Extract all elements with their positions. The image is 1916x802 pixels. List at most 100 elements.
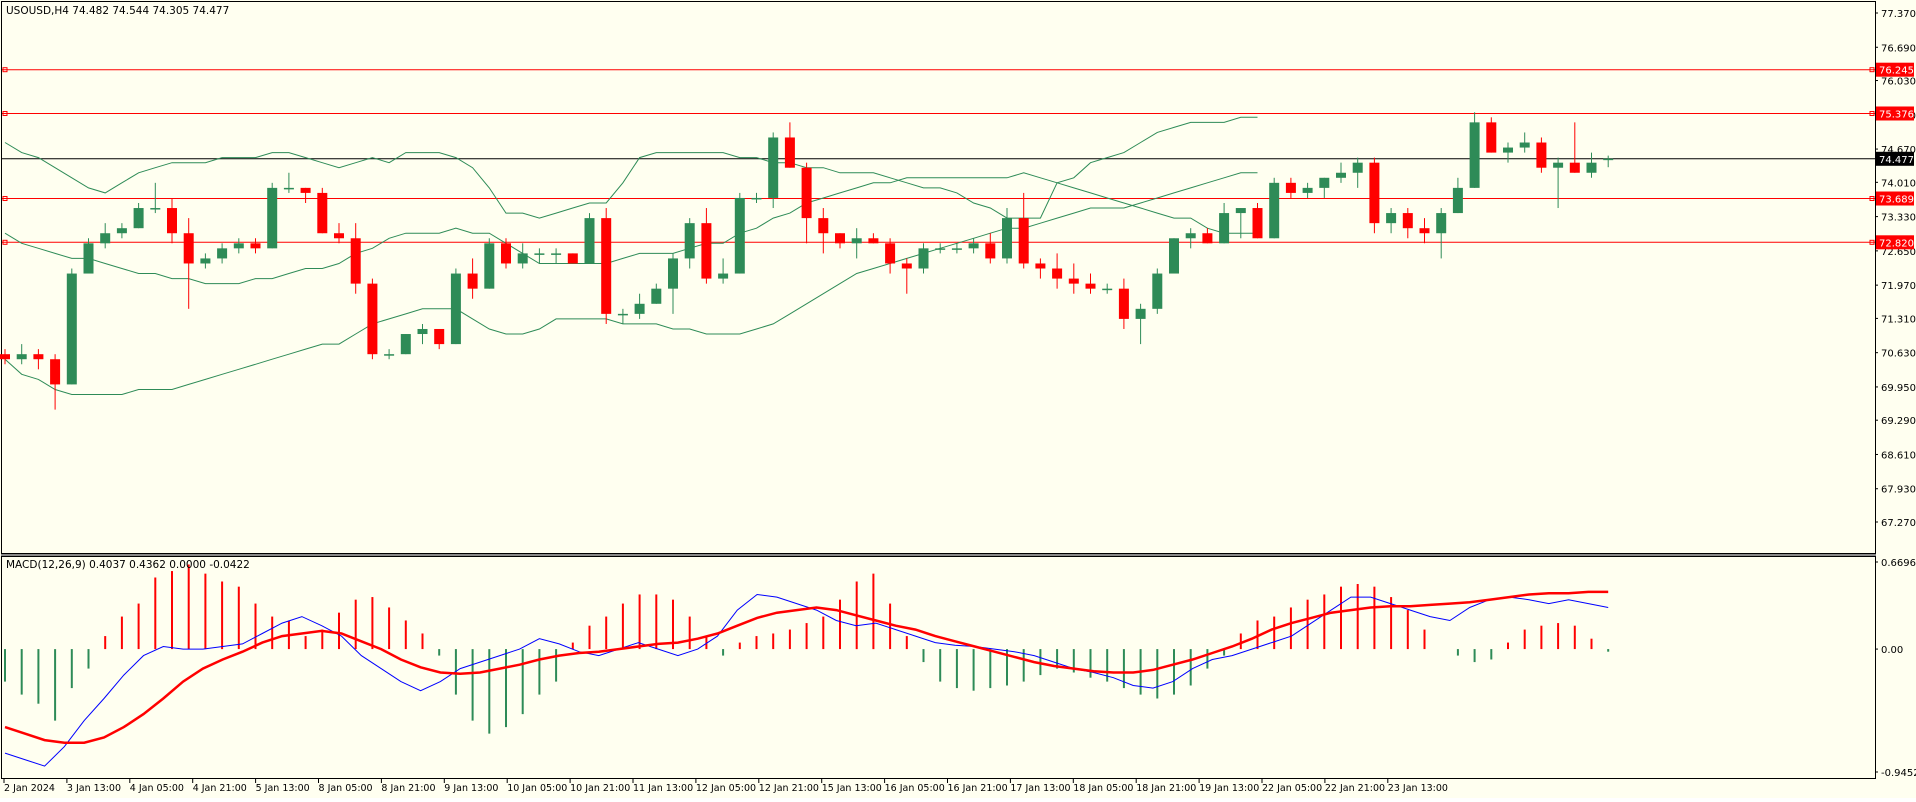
x-tick-label: 22 Jan 21:00 [1325, 783, 1385, 794]
level-left-marker [2, 110, 8, 116]
candle-body [651, 288, 662, 304]
candle-body [1436, 213, 1447, 234]
candle-body [1185, 233, 1196, 239]
x-tick-label: 4 Jan 21:00 [193, 783, 247, 794]
candle-body [768, 137, 779, 198]
x-tick-label: 8 Jan 05:00 [319, 783, 373, 794]
candle-body [584, 218, 595, 264]
level-right-marker [1869, 67, 1875, 73]
current-price-tag [1876, 151, 1914, 166]
level-price-tag [1876, 191, 1914, 206]
candle-body [484, 243, 495, 289]
level-left-marker [2, 196, 8, 202]
y-tick-label: 71.970 [1881, 281, 1916, 292]
candle-body [1018, 218, 1029, 264]
candle-body [718, 273, 729, 279]
x-tick-label: 15 Jan 13:00 [822, 783, 882, 794]
candle-body [1002, 218, 1012, 259]
candle-body [1369, 162, 1380, 224]
candle-body [116, 228, 127, 234]
candle-body [83, 243, 94, 274]
candle-body [868, 238, 879, 244]
candle-body [317, 192, 328, 234]
candle-body [601, 218, 612, 314]
candle-body [200, 258, 211, 264]
candle-body [1285, 182, 1296, 193]
y-tick-label: 73.330 [1881, 213, 1916, 224]
x-tick-label: 18 Jan 21:00 [1136, 783, 1196, 794]
candle-body [300, 187, 311, 193]
candle-body [1302, 187, 1313, 193]
level-price-label: 75.376 [1879, 109, 1914, 120]
x-tick-label: 12 Jan 21:00 [759, 783, 819, 794]
candle-body [1135, 308, 1146, 319]
candle-body [734, 197, 745, 274]
candle-body [551, 253, 562, 255]
candle-body [668, 258, 678, 289]
candle-body [467, 273, 478, 289]
candle-body [784, 137, 795, 168]
candle-body [1452, 187, 1463, 214]
x-tick-label: 12 Jan 05:00 [696, 783, 756, 794]
candle-body [1035, 263, 1046, 269]
candle-body [567, 253, 578, 264]
candle-body [0, 354, 10, 360]
candle-body [1503, 147, 1513, 153]
y-tick-label: 68.610 [1881, 450, 1916, 461]
y-tick-label: 69.290 [1881, 416, 1916, 427]
candle-body [1519, 142, 1530, 148]
macd-y-tick-label: -0.9452 [1881, 768, 1916, 779]
candle-body [450, 273, 461, 345]
x-tick-label: 18 Jan 05:00 [1073, 783, 1133, 794]
candle-body [1553, 162, 1564, 168]
macd-header: MACD(12,26,9) 0.4037 0.4362 0.0000 -0.04… [6, 559, 250, 571]
x-tick-label: 2 Jan 2024 [4, 783, 55, 794]
candle-body [801, 167, 812, 219]
candle-body [1118, 288, 1129, 319]
y-tick-label: 67.270 [1881, 518, 1916, 529]
candle-body [617, 313, 628, 316]
candle-body [1252, 208, 1263, 239]
candle-body [133, 208, 144, 229]
x-tick-label: 9 Jan 13:00 [444, 783, 498, 794]
level-left-marker [2, 67, 8, 73]
candle-body [334, 233, 344, 239]
candle-body [350, 238, 361, 284]
x-tick-label: 22 Jan 05:00 [1262, 783, 1322, 794]
candle-body [66, 273, 77, 385]
candle-body [935, 248, 946, 250]
macd-main-line [4, 593, 1609, 767]
candle-body [985, 243, 996, 259]
candle-body [751, 197, 762, 200]
level-price-tag [1876, 235, 1914, 250]
level-price-label: 73.689 [1879, 195, 1914, 206]
candle-body [851, 238, 862, 244]
y-tick-label: 72.650 [1881, 247, 1916, 258]
x-tick-label: 19 Jan 13:00 [1199, 783, 1259, 794]
macd-y-tick-label: 0.00 [1881, 645, 1903, 656]
candle-body [684, 223, 695, 259]
candle-body [835, 233, 845, 244]
x-tick-label: 8 Jan 21:00 [381, 783, 435, 794]
y-tick-label: 76.690 [1881, 43, 1916, 54]
candle-body [1336, 172, 1346, 178]
chart-header: USOUSD,H4 74.482 74.544 74.305 74.477 [6, 5, 229, 17]
candle-body [267, 187, 278, 249]
x-tick-label: 16 Jan 05:00 [885, 783, 945, 794]
candle-body [1486, 122, 1497, 153]
macd-y-tick-label: 0.6696 [1881, 558, 1916, 569]
y-tick-label: 69.950 [1881, 383, 1916, 394]
candle-body [1402, 213, 1413, 229]
level-price-label: 76.245 [1879, 66, 1914, 77]
candle-body [1202, 233, 1213, 244]
macd-signal-line [4, 590, 1609, 744]
candle-body [167, 208, 177, 234]
y-tick-label: 74.010 [1881, 178, 1916, 189]
y-tick-label: 77.370 [1881, 9, 1916, 20]
level-right-marker [1869, 110, 1875, 116]
candle-body [1169, 238, 1179, 274]
x-tick-label: 4 Jan 05:00 [130, 783, 184, 794]
candle-body [417, 328, 428, 335]
